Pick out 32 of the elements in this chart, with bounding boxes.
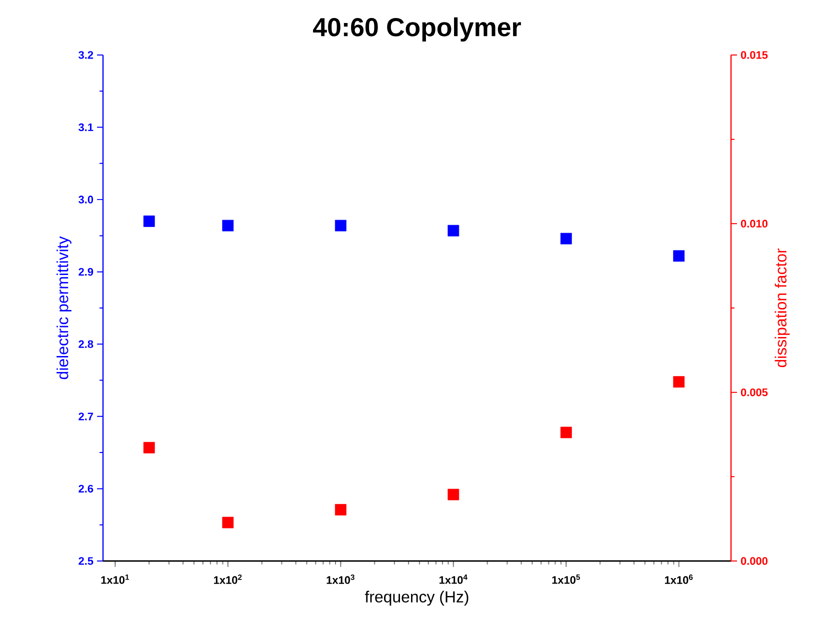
x-tick-label: 1x10$^{1}$ — [101, 574, 130, 584]
x-tick-label: 1x10$^{6}$ — [665, 574, 693, 584]
x-tick-label: 1x10$^{4}$ — [440, 574, 468, 584]
y-tick-label: 2.7 — [78, 412, 94, 420]
x-tick-label: 1x10$^{2}$ — [214, 574, 242, 584]
x-axis-title: frequency (Hz) — [364, 590, 468, 606]
y2-tick-label: 0.015 — [740, 51, 768, 59]
point — [673, 376, 685, 388]
y-axis-title: dielectric permittivity — [56, 236, 72, 380]
y-tick-label: 2.9 — [78, 268, 94, 276]
x-tick-label: 1x10$^{3}$ — [326, 574, 354, 584]
y2-tick-label: 0.010 — [740, 220, 768, 228]
y-tick-label: 2.6 — [78, 484, 94, 493]
y2-tick-label: 0.005 — [740, 388, 768, 396]
point — [334, 504, 346, 516]
chart-title: 40:60 Copolymer — [313, 17, 521, 42]
point — [448, 224, 460, 236]
point — [222, 220, 234, 232]
point — [448, 488, 460, 500]
y-tick-label: 2.8 — [78, 340, 94, 348]
point — [222, 516, 234, 528]
point — [673, 250, 685, 262]
point — [334, 220, 346, 232]
point — [560, 426, 572, 438]
y-tick-label: 3.1 — [78, 123, 94, 132]
y-tick-label: 3.2 — [78, 51, 94, 59]
y-tick-label: 3.0 — [78, 196, 94, 204]
y2-tick-label: 0.000 — [740, 557, 768, 565]
point — [560, 232, 572, 244]
y2-axis-title: dissipation factor — [774, 248, 790, 368]
y-tick-label: 2.5 — [78, 557, 94, 565]
x-tick-label: 1x10$^{5}$ — [552, 574, 580, 584]
